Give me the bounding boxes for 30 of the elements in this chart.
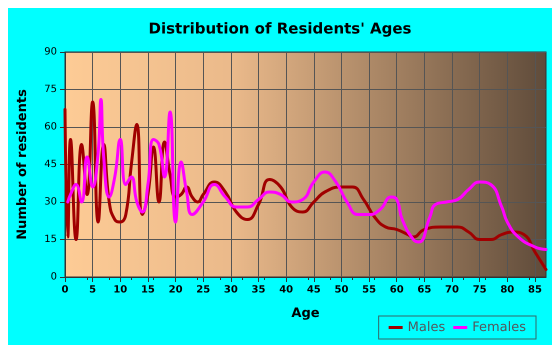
y-axis-title: Number of residents bbox=[15, 88, 30, 240]
x-tick-label: 5 bbox=[89, 284, 96, 296]
y-tick-label: 60 bbox=[44, 122, 57, 132]
y-tick-label: 90 bbox=[44, 46, 57, 58]
y-tick-label: 30 bbox=[44, 196, 57, 208]
x-tick-label: 10 bbox=[113, 284, 128, 296]
x-tick-label: 25 bbox=[196, 284, 210, 296]
x-tick-label: 80 bbox=[500, 284, 514, 296]
x-tick-label: 65 bbox=[417, 284, 432, 296]
chart-title: Distribution of Residents' Ages bbox=[148, 20, 412, 38]
x-tick-label: 35 bbox=[252, 284, 266, 296]
legend-label: Males bbox=[408, 320, 446, 335]
y-tick-label: 15 bbox=[44, 234, 57, 245]
y-tick-label: 0 bbox=[50, 272, 57, 282]
y-tick-label: 45 bbox=[44, 159, 57, 170]
x-tick-label: 75 bbox=[472, 284, 487, 296]
x-tick-label: 45 bbox=[306, 284, 321, 296]
x-tick-label: 0 bbox=[62, 284, 69, 296]
y-tick-label: 75 bbox=[44, 84, 57, 95]
x-tick-label: 30 bbox=[224, 284, 238, 296]
x-tick-label: 60 bbox=[390, 284, 404, 296]
x-tick-label: 50 bbox=[334, 284, 348, 296]
x-tick-label: 40 bbox=[279, 284, 294, 296]
x-tick-label: 85 bbox=[528, 284, 542, 296]
x-tick-label: 20 bbox=[168, 284, 183, 296]
x-tick-label: 70 bbox=[445, 284, 460, 296]
legend-label: Females bbox=[472, 320, 526, 335]
x-axis-title: Age bbox=[291, 306, 320, 321]
x-tick-label: 55 bbox=[362, 284, 376, 296]
x-tick-label: 15 bbox=[140, 284, 155, 296]
